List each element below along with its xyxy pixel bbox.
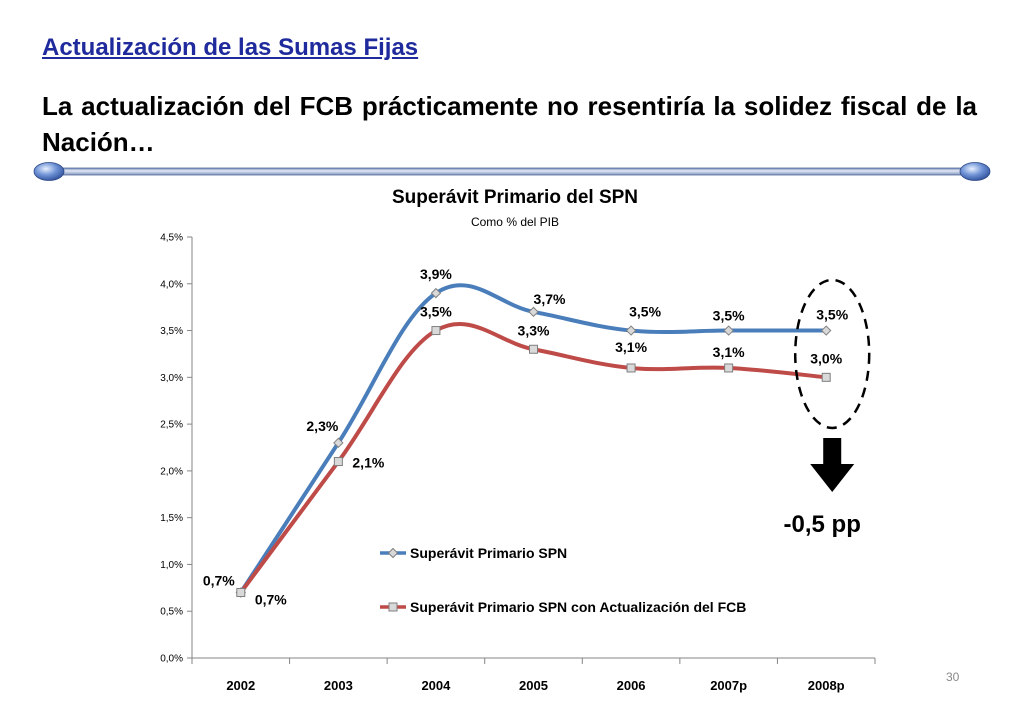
data-label: 3,5%: [816, 307, 848, 323]
y-tick-label: 0,5%: [160, 607, 183, 618]
data-label: 2,1%: [352, 455, 384, 471]
y-tick-label: 4,5%: [160, 233, 183, 244]
data-point: [821, 372, 831, 382]
data-label: 3,1%: [713, 344, 745, 360]
slide-lead-text: La actualización del FCB prácticamente n…: [42, 91, 977, 157]
data-point: [528, 306, 539, 318]
highlight-ellipse: [793, 278, 871, 430]
chart-title: Superávit Primario del SPN: [392, 187, 638, 208]
x-tick-label: 2007p: [710, 678, 747, 693]
y-tick-label: 2,0%: [160, 466, 183, 477]
data-label: 3,3%: [518, 322, 550, 338]
slide-heading: Actualización de las Sumas Fijas: [42, 34, 419, 61]
data-point: [625, 325, 637, 336]
data-label: 2,3%: [306, 418, 338, 434]
data-point: [236, 588, 246, 598]
data-point: [333, 437, 344, 449]
divider-bar: [33, 162, 991, 181]
data-label: 3,0%: [810, 350, 842, 366]
page-number: 30: [946, 670, 960, 684]
data-label: 3,9%: [420, 266, 452, 282]
x-tick-label: 2002: [226, 678, 255, 693]
y-tick-label: 3,5%: [160, 326, 183, 337]
data-label: 3,1%: [615, 339, 647, 355]
chart-subtitle: Como % del PIB: [471, 215, 559, 229]
y-tick-label: 2,5%: [160, 420, 183, 431]
y-tick-label: 4,0%: [160, 279, 183, 290]
difference-callout: -0,5 pp: [784, 511, 861, 538]
legend-swatch-marker: [387, 547, 399, 559]
legend-swatch-marker: [388, 602, 398, 612]
legend-label: Superávit Primario SPN: [410, 545, 567, 561]
data-label: 3,7%: [534, 291, 566, 307]
x-tick-label: 2006: [617, 678, 646, 693]
x-tick-label: 2008p: [808, 678, 845, 693]
data-point: [626, 363, 636, 373]
x-tick-label: 2003: [324, 678, 353, 693]
data-point: [723, 325, 734, 336]
down-arrow-icon: [810, 437, 855, 492]
y-tick-label: 0,0%: [160, 654, 183, 665]
data-label: 3,5%: [420, 304, 452, 320]
data-point: [821, 325, 832, 336]
y-tick-label: 1,5%: [160, 513, 183, 524]
data-point: [431, 326, 441, 336]
x-tick-label: 2005: [519, 678, 548, 693]
y-tick-label: 3,0%: [160, 373, 183, 384]
y-tick-label: 1,0%: [160, 560, 183, 571]
x-tick-label: 2004: [421, 678, 451, 693]
data-point: [333, 457, 343, 467]
data-label: 0,7%: [255, 592, 287, 608]
data-label: 3,5%: [629, 304, 661, 320]
data-point: [724, 363, 734, 373]
legend-label: Superávit Primario SPN con Actualización…: [410, 599, 746, 615]
data-point: [430, 287, 442, 299]
data-point: [529, 344, 538, 354]
series-line-1: [238, 283, 829, 595]
data-label: 3,5%: [713, 308, 745, 324]
data-label: 0,7%: [203, 573, 235, 589]
